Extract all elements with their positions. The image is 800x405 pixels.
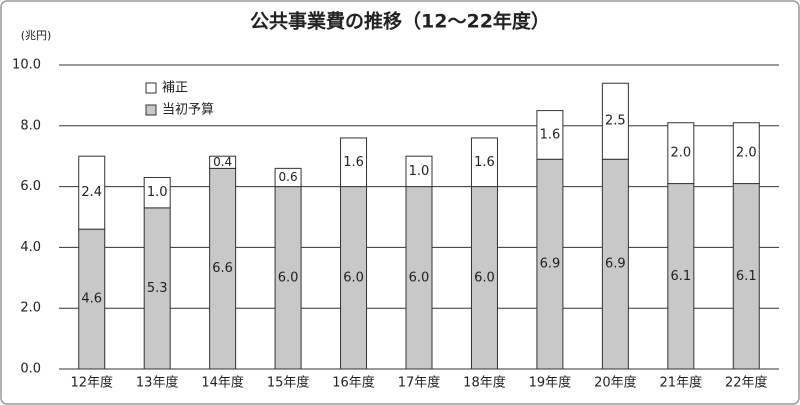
chart-title: 公共事業費の推移（12～22年度）	[250, 10, 550, 33]
legend-label: 当初予算	[162, 103, 214, 118]
y-tick-label: 10.0	[12, 58, 41, 73]
x-tick-label: 13年度	[136, 375, 179, 391]
legend-swatch	[145, 82, 157, 94]
x-tick-label: 15年度	[267, 375, 310, 391]
value-label: 6.1	[670, 269, 691, 284]
x-tick-label: 21年度	[660, 375, 703, 391]
bar-segment	[470, 186, 498, 370]
bar-segment	[405, 155, 433, 188]
y-unit-label: (兆円)	[21, 29, 52, 42]
value-label: 4.6	[81, 292, 102, 307]
bar-segment	[78, 155, 106, 230]
x-tick-label: 18年度	[463, 375, 506, 391]
y-tick-label: 6.0	[20, 179, 41, 194]
value-label: 2.4	[81, 185, 102, 200]
value-label: 6.1	[736, 269, 757, 284]
x-tick-label: 19年度	[529, 375, 572, 391]
bar-segment	[732, 122, 760, 185]
x-tick-label: 16年度	[332, 375, 375, 391]
bar-segment	[601, 82, 629, 160]
value-label: 6.9	[605, 257, 626, 272]
x-tick-label: 14年度	[201, 375, 244, 391]
legend-label: 補正	[162, 81, 188, 96]
bar-segment	[667, 183, 695, 370]
value-label: 0.6	[279, 170, 298, 184]
bar-segment	[340, 137, 368, 188]
value-label: 1.6	[540, 127, 561, 142]
bar-segment	[732, 183, 760, 370]
value-label: 1.0	[409, 164, 430, 179]
value-label: 6.6	[212, 261, 233, 276]
legend-swatch	[145, 104, 157, 116]
y-tick-label: 0.0	[20, 362, 41, 377]
value-label: 6.0	[474, 270, 495, 285]
value-label: 6.9	[540, 257, 561, 272]
value-label: 1.6	[343, 155, 364, 170]
bar-segment	[143, 176, 171, 209]
value-label: 6.0	[278, 270, 299, 285]
value-label: 2.5	[605, 114, 626, 129]
bar-segment	[209, 155, 237, 169]
bar-segment	[536, 158, 564, 370]
bar-segment	[405, 186, 433, 370]
value-label: 0.4	[213, 155, 232, 169]
y-tick-label: 2.0	[20, 301, 41, 316]
bar-segment	[536, 110, 564, 160]
value-label: 1.6	[474, 155, 495, 170]
bar-segment	[274, 167, 302, 188]
x-tick-label: 17年度	[398, 375, 441, 391]
x-tick-label: 22年度	[725, 375, 768, 391]
bar-segment	[470, 137, 498, 188]
y-tick-label: 8.0	[20, 118, 41, 133]
value-label: 6.0	[343, 270, 364, 285]
value-label: 6.0	[409, 270, 430, 285]
value-label: 1.0	[147, 185, 168, 200]
x-tick-label: 20年度	[594, 375, 637, 391]
bar-segment	[667, 122, 695, 185]
value-label: 2.0	[736, 146, 757, 161]
bar-segment	[601, 158, 629, 370]
x-tick-label: 12年度	[70, 375, 113, 391]
value-label: 2.0	[670, 146, 691, 161]
bar-segment	[274, 186, 302, 370]
value-label: 5.3	[147, 281, 168, 296]
y-tick-label: 4.0	[20, 240, 41, 255]
